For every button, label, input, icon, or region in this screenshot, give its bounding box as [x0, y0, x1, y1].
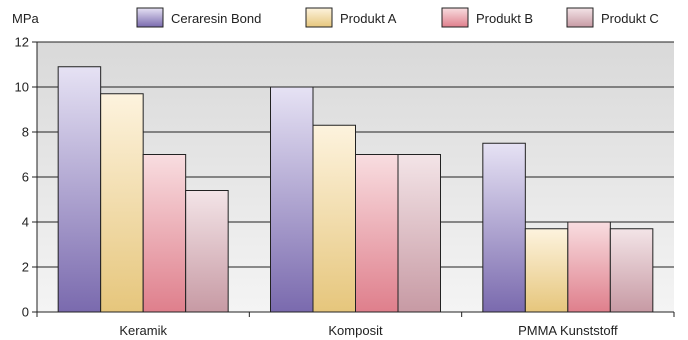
- bar-group: [57, 66, 229, 313]
- y-axis-unit-label: MPa: [12, 11, 40, 26]
- legend-swatch: [441, 7, 469, 28]
- y-tick-label: 6: [22, 170, 29, 185]
- legend-item: Ceraresin Bond: [136, 7, 261, 28]
- y-tick-label: 4: [22, 215, 29, 230]
- bar: [185, 190, 229, 313]
- x-category-label: PMMA Kunststoff: [518, 323, 618, 338]
- legend-swatch: [136, 7, 164, 28]
- legend-swatch: [566, 7, 594, 28]
- axes: 0 2 4 6 8 10 12 Keramik Komposit PMMA Kunststoff: [15, 35, 675, 338]
- bar: [355, 154, 399, 313]
- y-tick-label: 2: [22, 260, 29, 275]
- x-category-label: Keramik: [119, 323, 167, 338]
- bar-group: [270, 86, 441, 313]
- legend: Ceraresin Bond Produkt A Produkt B Produkt …: [136, 7, 659, 28]
- legend-item: Produkt A: [305, 7, 397, 28]
- bar: [482, 142, 526, 313]
- bar: [57, 66, 102, 313]
- bar: [524, 228, 569, 313]
- x-category-label: Komposit: [328, 323, 383, 338]
- bar: [312, 124, 356, 313]
- bar: [397, 154, 441, 313]
- y-tick-label: 0: [22, 305, 29, 320]
- y-tick-label: 8: [22, 125, 29, 140]
- y-tick-label: 10: [15, 80, 29, 95]
- legend-label: Produkt B: [476, 11, 533, 26]
- bar: [100, 93, 144, 313]
- bar: [270, 86, 314, 313]
- bar: [567, 221, 611, 313]
- bar-group: [482, 142, 654, 313]
- bars: [57, 66, 654, 313]
- bar: [609, 228, 654, 313]
- legend-label: Ceraresin Bond: [171, 11, 261, 26]
- bar: [142, 154, 187, 313]
- legend-item: Produkt B: [441, 7, 533, 28]
- y-tick-label: 12: [15, 35, 29, 50]
- legend-label: Produkt A: [340, 11, 397, 26]
- legend-item: Produkt C: [566, 7, 659, 28]
- legend-swatch: [305, 7, 333, 28]
- legend-label: Produkt C: [601, 11, 659, 26]
